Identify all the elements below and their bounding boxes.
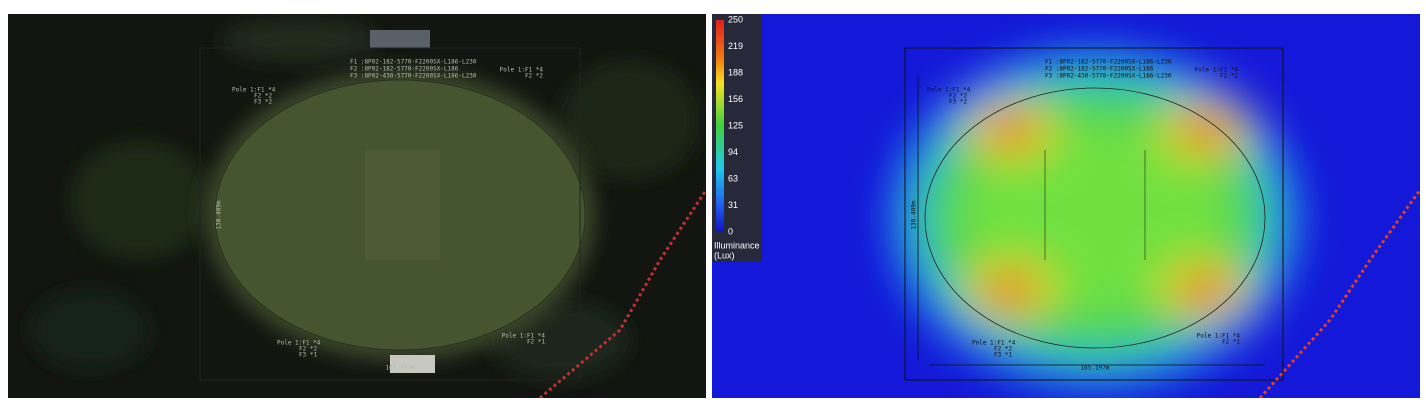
legend-title: (Lux): [714, 250, 735, 260]
pole-label: Pole 1:F1 *4: [1195, 67, 1239, 74]
pole-label: F2 *1: [527, 339, 545, 346]
pole-label: Pole 1:F1 *4: [972, 340, 1016, 347]
pole-label: F3 *2: [949, 99, 967, 106]
fixture-label: F2 :8P02-182-5770-F2200SX-L186: [350, 66, 459, 73]
pole-label: F2 *2: [525, 73, 543, 80]
fixture-label: F2 :8P02-182-5770-F2200SX-L186: [1045, 66, 1154, 73]
pole-label: F2 *2: [254, 93, 272, 100]
fixture-label: F1 :8P02-182-5770-F2200SX-L186-L230: [350, 59, 477, 66]
pole-label: F2 *2: [299, 346, 317, 353]
legend-tick: 31: [728, 200, 738, 210]
legend-title: Illuminance: [714, 240, 760, 250]
dimension-width: 165.197m: [1081, 365, 1110, 372]
legend-tick: 0: [728, 226, 733, 236]
pole-label: F2 *2: [949, 93, 967, 100]
pole-label: Pole 1:F1 *4: [1197, 333, 1241, 340]
heatmap-panel: [712, 14, 1420, 398]
pole-label: F3 *1: [994, 352, 1012, 359]
pole-label: F3 *2: [254, 99, 272, 106]
pole-label: Pole 1:F1 *4: [927, 87, 971, 94]
fixture-label: F1 :8P02-182-5770-F2200SX-L186-L230: [1045, 59, 1172, 66]
legend-tick: 250: [728, 14, 743, 24]
pole-label: F2 *2: [1220, 73, 1238, 80]
fixture-label: F3 :8P02-430-5770-F2200SX-L186-L230: [350, 73, 477, 80]
aerial-panel: [8, 14, 706, 398]
dimension-height: 130.409m: [216, 200, 223, 229]
pole-label: F2 *2: [994, 346, 1012, 353]
legend-tick: 219: [728, 41, 743, 51]
pole-label: Pole 1:F1 *4: [277, 340, 321, 347]
pole-label: Pole 1:F1 *4: [500, 67, 544, 74]
pole-label: Pole 1:F1 *4: [232, 87, 276, 94]
pole-label: F2 *1: [1222, 339, 1240, 346]
legend-tick: 156: [728, 94, 743, 104]
dimension-width: 165.197m: [386, 365, 415, 372]
legend-tick: 125: [728, 120, 743, 130]
legend-tick: 188: [728, 67, 743, 77]
pole-label: Pole 1:F1 *4: [502, 333, 546, 340]
dimension-height: 130.409m: [911, 200, 918, 229]
legend-tick: 94: [728, 147, 738, 157]
pole-label: F3 *1: [299, 352, 317, 359]
legend-tick: 63: [728, 173, 738, 183]
fixture-label: F3 :8P02-430-5770-F2200SX-L186-L230: [1045, 73, 1172, 80]
